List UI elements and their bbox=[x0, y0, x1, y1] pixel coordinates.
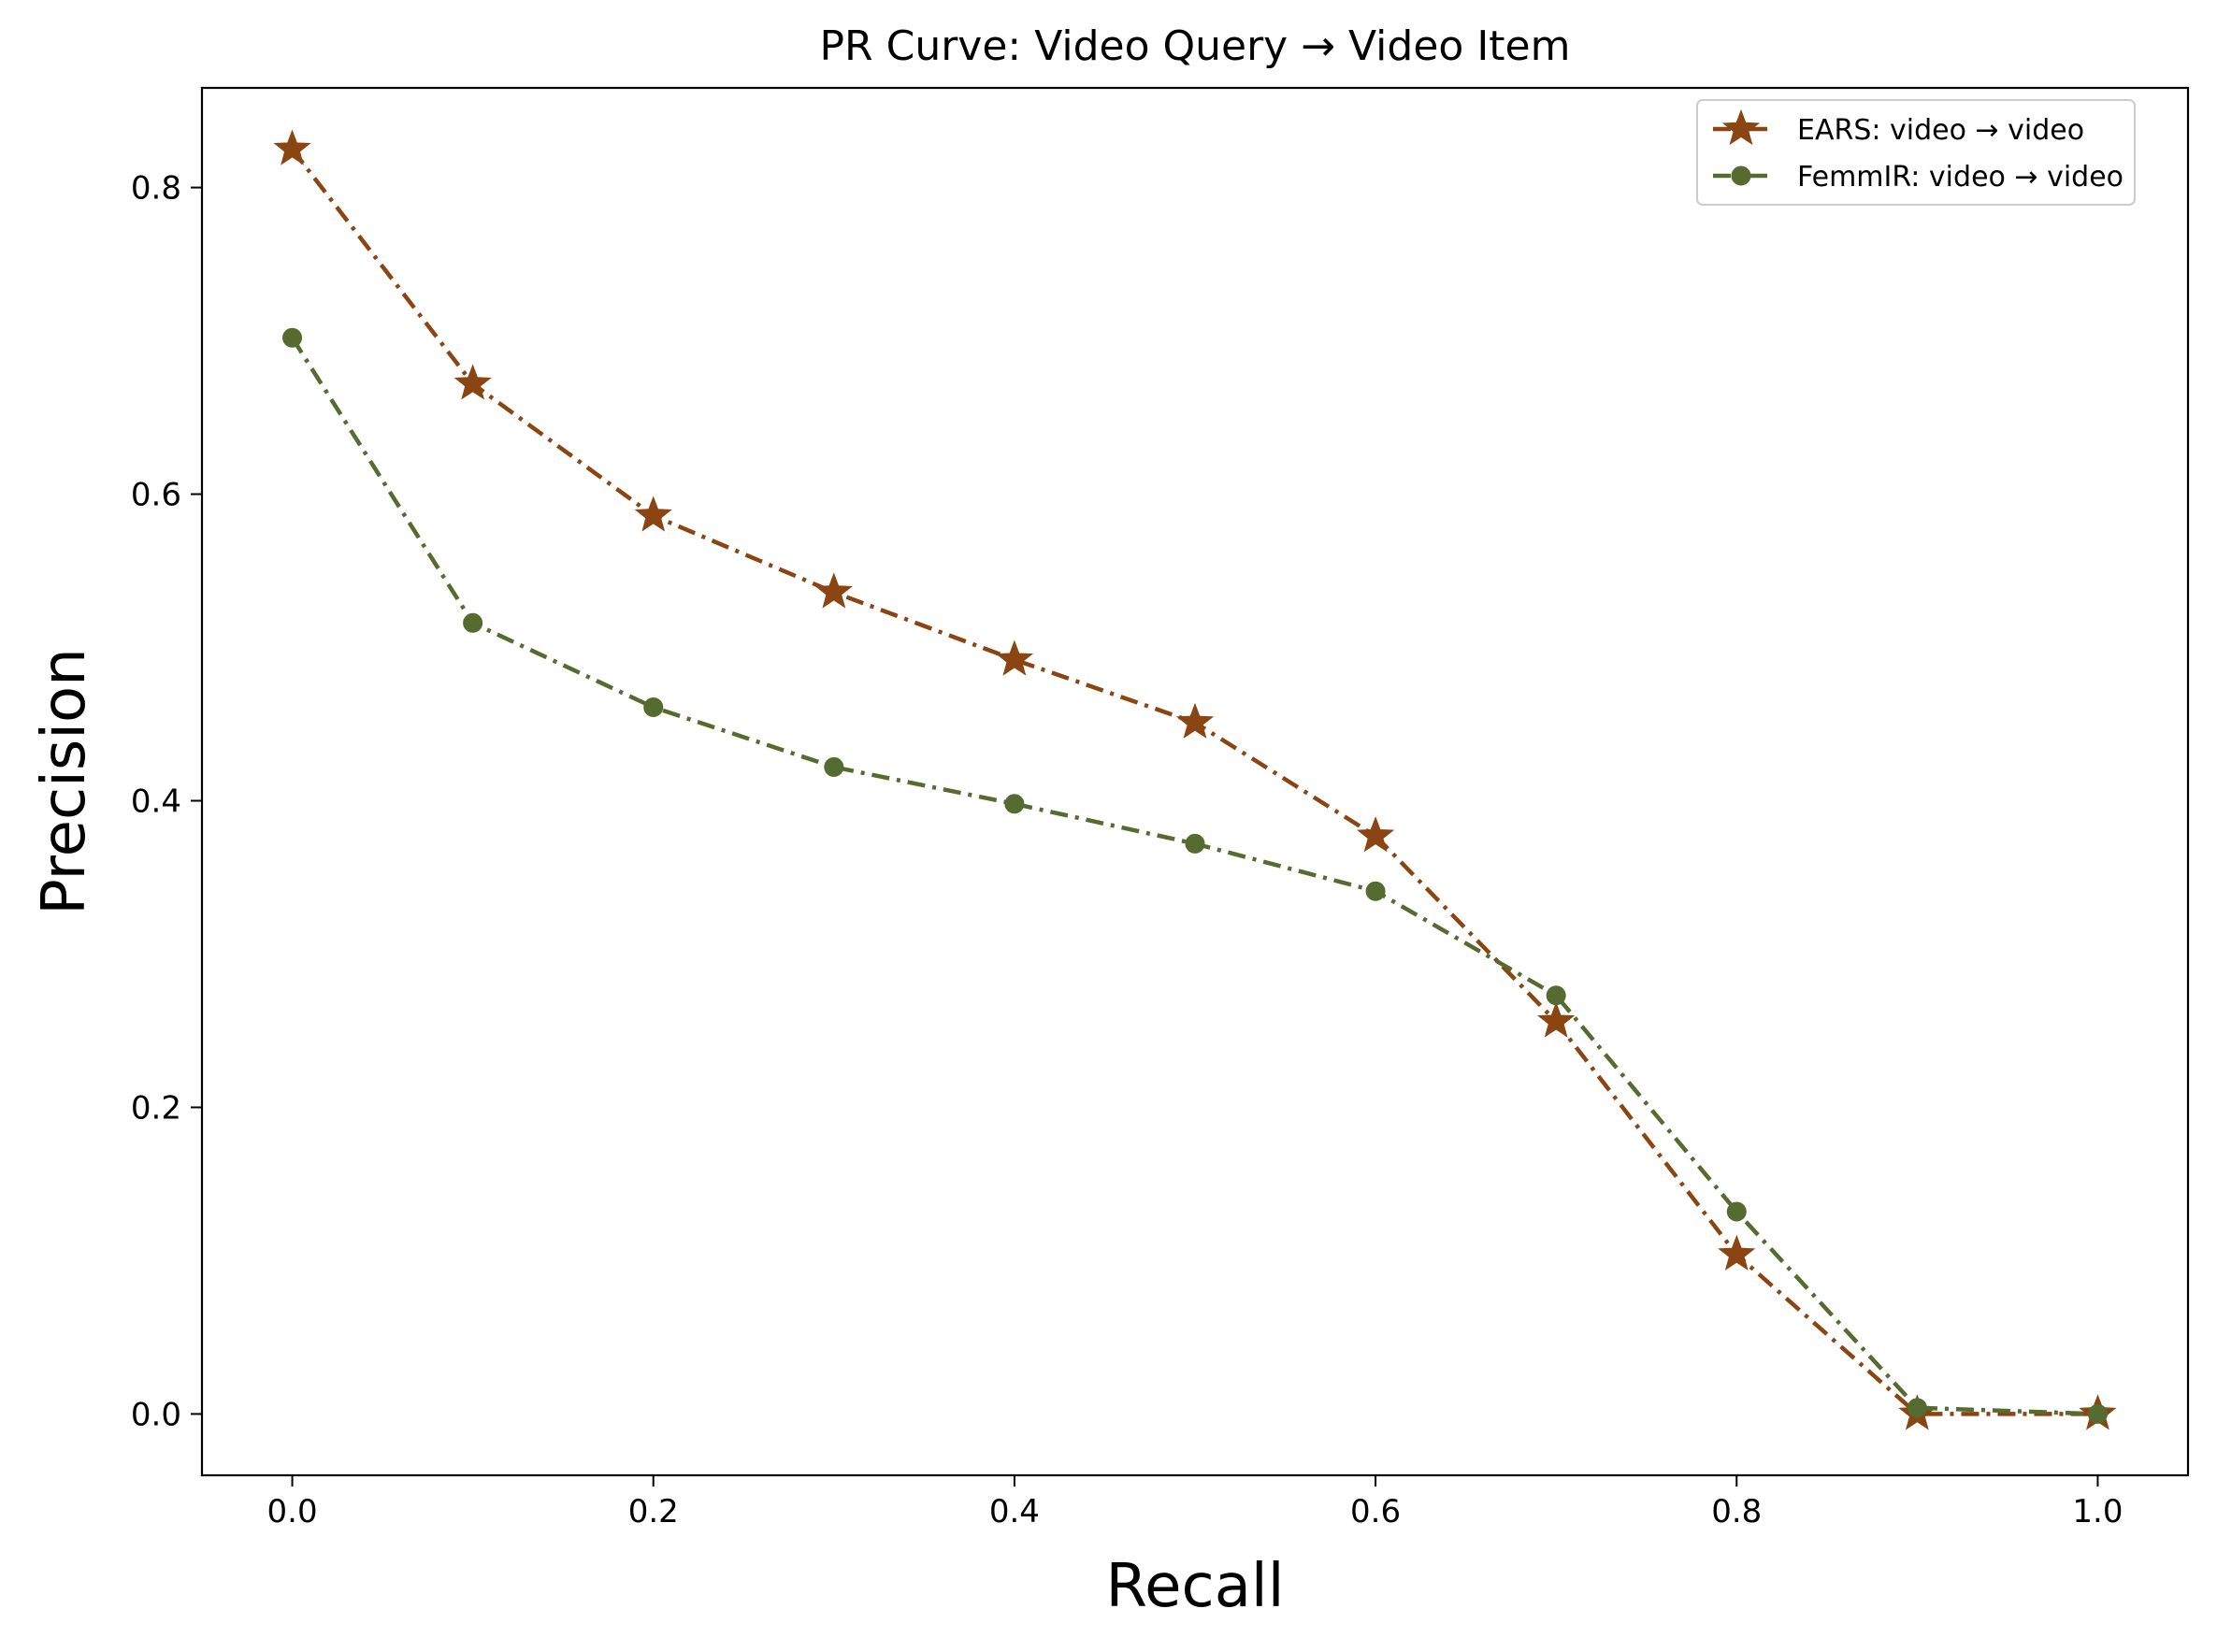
series-2 bbox=[282, 327, 2108, 1424]
y-tick-label: 0.8 bbox=[131, 170, 181, 208]
plot-area-frame bbox=[200, 86, 2190, 1477]
data-point bbox=[643, 697, 664, 717]
data-point bbox=[1356, 816, 1395, 853]
series-layer bbox=[273, 129, 2117, 1430]
data-point bbox=[1726, 1201, 1747, 1222]
data-point bbox=[995, 639, 1034, 676]
x-tick-label: 0.0 bbox=[267, 1493, 318, 1530]
x-tick-label: 1.0 bbox=[2072, 1493, 2123, 1530]
data-point bbox=[814, 572, 853, 609]
y-tick-label: 0.4 bbox=[131, 783, 181, 820]
data-point bbox=[634, 496, 672, 532]
data-point bbox=[463, 612, 483, 633]
legend: EARS: video → video FemmIR: video → video bbox=[1696, 99, 2136, 206]
legend-box bbox=[1696, 99, 2136, 206]
data-point bbox=[1185, 833, 1205, 854]
x-axis-ticks: 0.0 0.2 0.4 0.6 0.8 1.0 bbox=[267, 1475, 2123, 1530]
x-tick-label: 0.6 bbox=[1350, 1493, 1401, 1530]
data-point bbox=[273, 129, 311, 165]
y-tick-label: 0.2 bbox=[131, 1089, 181, 1127]
y-tick-label: 0.6 bbox=[131, 477, 181, 514]
data-point bbox=[1907, 1398, 1927, 1418]
data-point bbox=[1546, 985, 1566, 1006]
x-tick-label: 0.8 bbox=[1711, 1493, 1762, 1530]
data-point bbox=[1365, 881, 1386, 901]
x-axis-label: Recall bbox=[1106, 1552, 1285, 1621]
y-tick-label: 0.0 bbox=[131, 1396, 181, 1433]
data-point bbox=[282, 327, 303, 348]
y-axis-label: Precision bbox=[30, 648, 99, 915]
x-tick-label: 0.2 bbox=[628, 1493, 679, 1530]
legend-marker bbox=[1721, 108, 1761, 146]
data-point bbox=[1175, 702, 1215, 739]
data-point bbox=[1004, 794, 1025, 814]
data-point bbox=[2087, 1403, 2108, 1424]
legend-label: FemmIR: video → video bbox=[1797, 161, 2123, 194]
data-point bbox=[453, 364, 492, 400]
legend-label: EARS: video → video bbox=[1797, 114, 2084, 147]
y-axis-ticks: 0.0 0.2 0.4 0.6 0.8 bbox=[131, 170, 202, 1433]
data-point bbox=[824, 756, 844, 777]
x-tick-label: 0.4 bbox=[989, 1493, 1040, 1530]
data-point bbox=[1718, 1234, 1756, 1271]
chart-title: PR Curve: Video Query → Video Item bbox=[820, 22, 1571, 70]
legend-marker bbox=[1731, 165, 1751, 186]
data-point bbox=[1537, 1001, 1576, 1038]
